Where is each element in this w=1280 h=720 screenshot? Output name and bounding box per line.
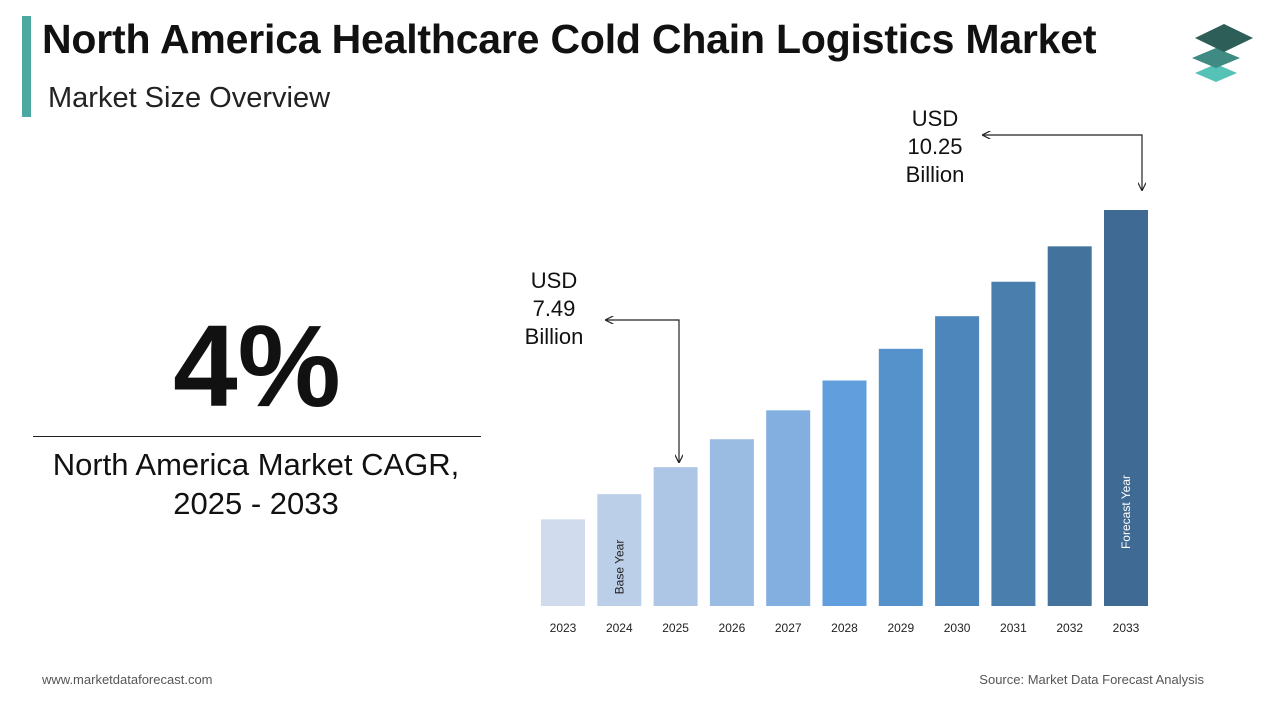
bar-2028 <box>822 380 867 606</box>
bar-2031 <box>991 281 1036 606</box>
bar-2024 <box>597 494 642 606</box>
annotation-2025-line-1: USD <box>531 268 577 293</box>
annotation-2033-line-2: 10.25 <box>907 134 962 159</box>
annotation-2033-line-3: Billion <box>906 162 965 187</box>
bar-2033 <box>1104 210 1148 606</box>
bar-2030 <box>935 316 980 606</box>
x-tick-label-2032: 2032 <box>1056 621 1083 635</box>
cagr-label-line2: 2025 - 2033 <box>173 485 339 521</box>
annotation-2033-line-1: USD <box>912 106 958 131</box>
x-tick-label-2023: 2023 <box>550 621 577 635</box>
x-tick-label-2031: 2031 <box>1000 621 1027 635</box>
bar-2032 <box>1047 246 1092 607</box>
x-tick-label-2030: 2030 <box>944 621 971 635</box>
bar-2026 <box>709 439 754 606</box>
annotation-arrow-2033 <box>983 135 1142 190</box>
bar-2029 <box>878 348 923 606</box>
cagr-label-line1: North America Market CAGR, <box>52 447 460 482</box>
x-tick-label-2026: 2026 <box>719 621 746 635</box>
x-tick-label-2033: 2033 <box>1113 621 1140 635</box>
cagr-value: 4% <box>173 301 341 431</box>
annotation-2025: USD 7.49 Billion <box>525 268 679 462</box>
annotation-2025-line-2: 7.49 <box>533 296 576 321</box>
x-tick-label-2027: 2027 <box>775 621 802 635</box>
annotation-2033: USD 10.25 Billion <box>906 106 1142 190</box>
x-tick-label-2029: 2029 <box>887 621 914 635</box>
logo-layer-top <box>1195 24 1253 52</box>
x-tick-label-2028: 2028 <box>831 621 858 635</box>
bar-label-forecast-year: Forecast Year <box>1119 475 1133 549</box>
page-subtitle: Market Size Overview <box>48 82 331 114</box>
page-title: North America Healthcare Cold Chain Logi… <box>42 16 1097 62</box>
stacked-layers-icon <box>1192 24 1253 82</box>
footer-source: Source: Market Data Forecast Analysis <box>979 672 1204 687</box>
x-tick-label-2024: 2024 <box>606 621 633 635</box>
annotation-2025-line-3: Billion <box>525 324 584 349</box>
x-tick-label-2025: 2025 <box>662 621 689 635</box>
bar-2023 <box>541 519 585 606</box>
title-accent-bar <box>22 16 31 117</box>
cagr-divider <box>33 436 481 437</box>
logo-layer-bottom <box>1195 64 1237 82</box>
annotation-arrow-2025 <box>606 320 679 462</box>
bar-2025 <box>653 467 698 606</box>
bar-label-base-year: Base Year <box>612 540 626 595</box>
bar-2027 <box>766 410 811 606</box>
footer-website: www.marketdataforecast.com <box>42 672 213 687</box>
cagr-label: North America Market CAGR, 2025 - 2033 <box>20 446 492 524</box>
logo-layer-middle <box>1192 48 1240 68</box>
